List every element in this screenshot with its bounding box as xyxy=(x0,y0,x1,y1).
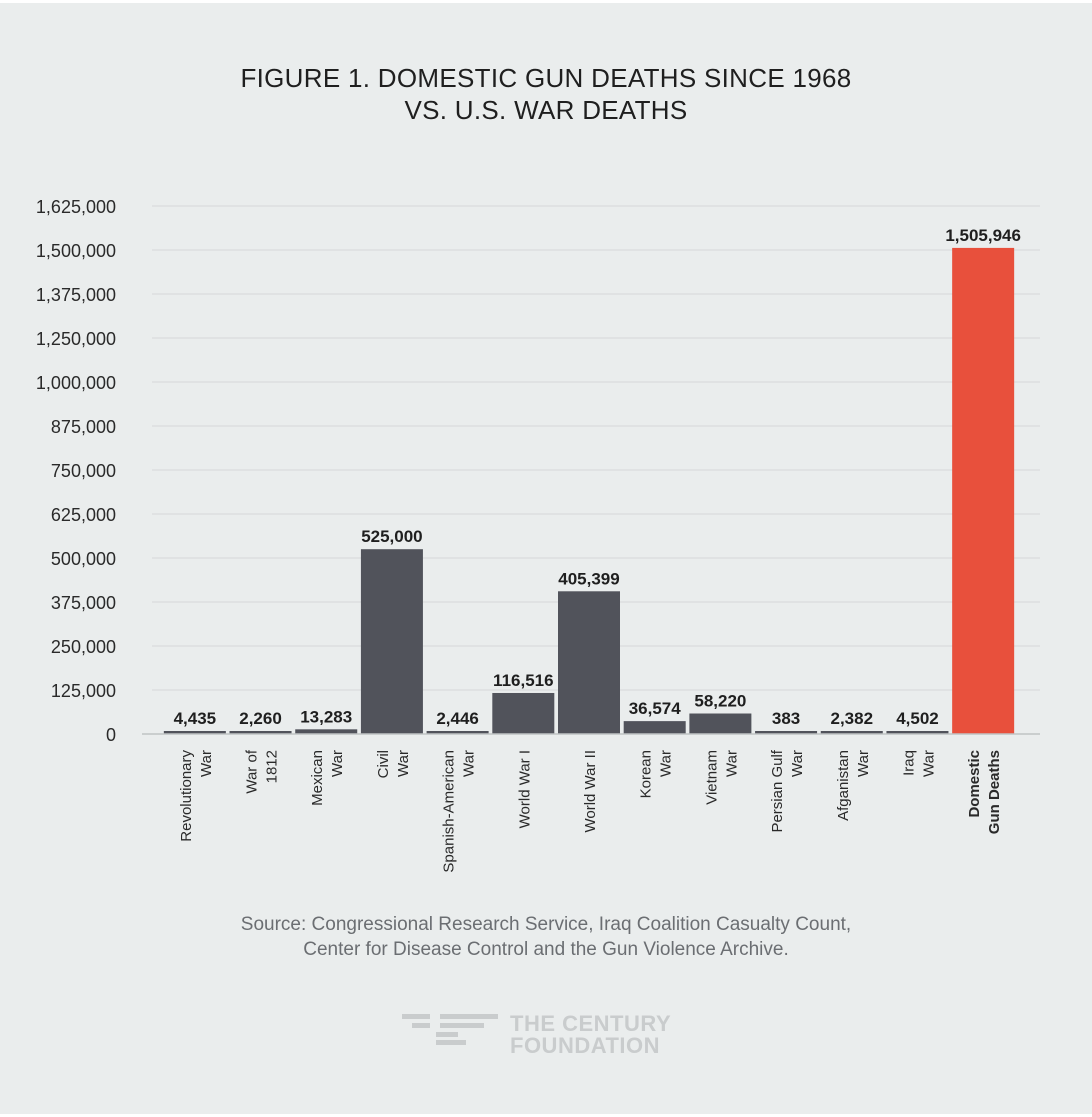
bar xyxy=(623,721,686,734)
data-label: 2,382 xyxy=(830,709,873,728)
bar-chart: 0 125,000 250,000 375,000 500,000 625,000 750,… xyxy=(36,197,1040,873)
x-tick-label: Domestic xyxy=(966,750,983,818)
x-tick-label: War xyxy=(855,750,872,777)
x-tick-label: War xyxy=(723,750,740,777)
data-label: 2,260 xyxy=(239,709,282,728)
x-tick-label: Afganistan xyxy=(835,750,852,821)
bar xyxy=(360,549,423,734)
data-label: 2,446 xyxy=(436,709,479,728)
y-tick-label: 1,500,000 xyxy=(36,241,116,261)
x-tick-label: 1812 xyxy=(264,750,281,783)
source-note: Source: Congressional Research Service, … xyxy=(0,912,1092,962)
data-label: 58,220 xyxy=(694,692,746,711)
chart-title-line-2: VS. U.S. WAR DEATHS xyxy=(404,95,688,125)
x-tick-label: Gun Deaths xyxy=(986,750,1003,834)
x-tick-label: Persian Gulf xyxy=(769,749,786,832)
y-tick-label: 375,000 xyxy=(51,593,116,613)
century-foundation-logo: THE CENTURY FOUNDATION xyxy=(402,1012,692,1062)
bar xyxy=(163,731,226,734)
x-tick-label: Civil xyxy=(375,750,392,778)
bars xyxy=(163,247,1015,734)
data-label: 13,283 xyxy=(300,707,352,726)
bar xyxy=(492,692,555,734)
data-label: 4,502 xyxy=(896,709,939,728)
chart-title: FIGURE 1. DOMESTIC GUN DEATHS SINCE 1968… xyxy=(0,62,1092,126)
data-label: 405,399 xyxy=(558,569,619,588)
bar xyxy=(886,731,949,734)
x-tick-label: War xyxy=(789,750,806,777)
data-labels: 4,435 2,260 13,283 525,000 2,446 116,516 405,3… xyxy=(174,226,1021,728)
y-tick-label: 0 xyxy=(106,725,116,745)
x-tick-label: World War II xyxy=(582,750,599,833)
chart-title-line-1: FIGURE 1. DOMESTIC GUN DEATHS SINCE 1968 xyxy=(240,63,852,93)
brand-line-1: THE CENTURY xyxy=(510,1011,672,1036)
gridlines xyxy=(152,205,1040,691)
bar xyxy=(689,713,752,734)
y-tick-label: 1,375,000 xyxy=(36,285,116,305)
y-tick-label: 250,000 xyxy=(51,637,116,657)
x-tick-label: Mexican xyxy=(309,750,326,806)
data-label: 525,000 xyxy=(361,527,422,546)
data-label: 1,505,946 xyxy=(945,226,1021,245)
x-tick-label: Spanish-American xyxy=(441,750,458,873)
data-label: 116,516 xyxy=(493,671,554,690)
bar xyxy=(229,731,292,734)
x-tick-label: War xyxy=(920,750,937,777)
x-tick-label: War xyxy=(329,750,346,777)
bar xyxy=(426,731,489,734)
bar xyxy=(820,731,883,734)
data-label: 4,435 xyxy=(174,709,217,728)
y-tick-label: 750,000 xyxy=(51,461,116,481)
x-axis: Revolutionary War War of 1812 Mexican War Civi… xyxy=(178,749,1003,872)
data-label: 36,574 xyxy=(629,699,682,718)
bar xyxy=(558,591,620,734)
x-tick-label: World War I xyxy=(516,750,533,828)
data-label: 383 xyxy=(772,709,800,728)
y-tick-label: 875,000 xyxy=(51,417,116,437)
source-line-1: Source: Congressional Research Service, … xyxy=(240,914,852,935)
x-tick-label: War of xyxy=(244,749,261,793)
century-foundation-logo-mark xyxy=(402,1014,498,1045)
y-tick-label: 1,250,000 xyxy=(36,329,116,349)
x-tick-label: War xyxy=(395,750,412,777)
source-line-2: Center for Disease Control and the Gun V… xyxy=(303,939,789,960)
x-tick-label: War xyxy=(198,750,215,777)
brand-line-2: FOUNDATION xyxy=(510,1033,661,1058)
x-tick-label: War xyxy=(658,750,675,777)
century-foundation-wordmark: THE CENTURY FOUNDATION xyxy=(510,1013,671,1057)
x-tick-label: Korean xyxy=(638,750,655,798)
y-axis: 0 125,000 250,000 375,000 500,000 625,000 750,… xyxy=(36,197,116,745)
x-tick-label: Vietnam xyxy=(703,750,720,805)
x-tick-label: Iraq xyxy=(900,750,917,776)
y-tick-label: 500,000 xyxy=(51,549,116,569)
y-tick-label: 1,000,000 xyxy=(36,373,116,393)
y-tick-label: 1,625,000 xyxy=(36,197,116,217)
y-tick-label: 625,000 xyxy=(51,505,116,525)
x-tick-label: War xyxy=(461,750,478,777)
bar xyxy=(755,731,818,734)
bar xyxy=(295,729,358,734)
x-tick-label: Revolutionary xyxy=(178,750,195,842)
y-tick-label: 125,000 xyxy=(51,681,116,701)
bar xyxy=(952,247,1015,734)
